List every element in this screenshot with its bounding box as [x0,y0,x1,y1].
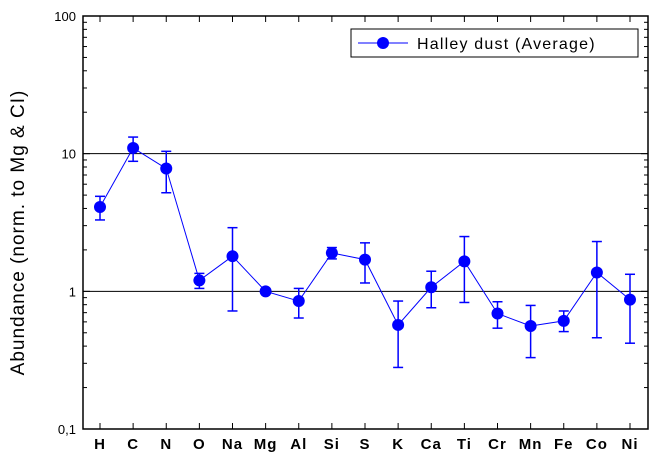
x-tick-label: S [359,436,370,453]
data-point [325,246,338,259]
x-tick-label: O [193,436,206,453]
data-point [259,285,272,298]
data-point [226,250,239,263]
data-point [359,253,371,266]
legend-marker [377,37,389,49]
data-point [160,162,173,175]
x-axis-ticks: H C N O Na Mg Al Si S K Ca Ti Cr Mn Fe Co Ni [94,16,638,453]
x-tick-label: Cr [488,436,507,453]
x-tick-label: Co [586,436,608,453]
x-tick-label: Mg [254,436,278,453]
data-point [458,255,471,268]
x-tick-label: H [94,436,106,453]
y-tick-label: 1 [69,284,76,299]
plot-frame [82,15,649,430]
x-tick-label: C [127,436,139,453]
x-tick-label: Fe [554,436,574,453]
data-point [557,314,570,327]
x-tick-label: Na [222,436,243,453]
data-point [524,319,537,332]
x-tick-label: Al [290,436,307,453]
y-tick-label: 100 [54,9,76,24]
data-point [193,274,206,287]
legend-label: Halley dust (Average) [417,36,596,53]
data-point [425,281,438,294]
data-point [94,200,106,213]
legend: Halley dust (Average) [350,28,639,58]
data-series [94,136,636,369]
data-point [127,141,140,154]
x-tick-label: Mn [519,436,543,453]
x-tick-label: Ca [421,436,442,453]
y-tick-label: 10 [62,147,76,162]
x-tick-label: Ni [622,436,639,453]
x-tick-label: K [392,436,404,453]
x-tick-label: N [160,436,172,453]
data-point [491,307,504,320]
y-axis-ticks: 0,1 1 10 100 [54,9,648,437]
data-point [590,266,603,279]
y-axis-label: Abundance (norm. to Mg & CI) [8,90,29,376]
y-tick-label: 0,1 [58,422,76,437]
data-point [292,295,305,308]
data-point [624,293,636,306]
reference-lines [83,153,648,292]
data-point [392,318,405,331]
x-tick-label: Si [324,436,340,453]
x-tick-label: Ti [457,436,472,453]
series-line [99,147,631,327]
